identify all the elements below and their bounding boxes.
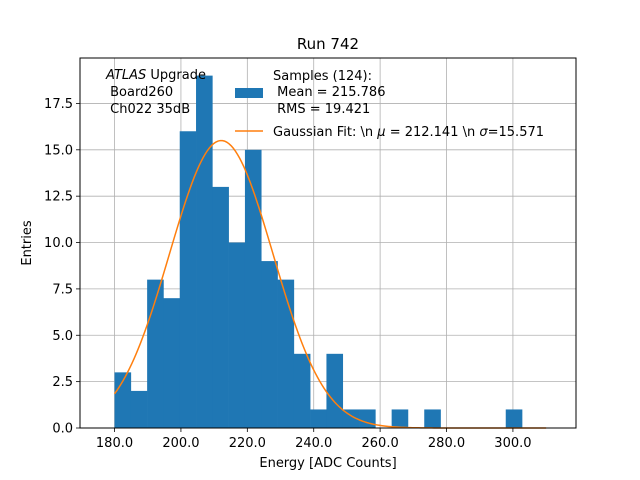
y-ticks: 0.0 2.5 5.0 7.5 10.0 12.5 15.0 17.5 [44, 97, 80, 437]
x-tick-label: 200.0 [162, 436, 199, 451]
legend-samples-line-2: Mean = 215.786 [273, 85, 385, 100]
y-tick-label: 10.0 [44, 236, 73, 251]
plot-frame [79, 57, 577, 429]
histogram-bar [293, 353, 311, 428]
histogram-bar [114, 372, 132, 428]
legend: Samples (124): Mean = 215.786 RMS = 19.4… [235, 69, 544, 140]
histogram-bar [179, 131, 197, 428]
annotation-atlas: ATLAS [105, 68, 146, 83]
histogram-bar [424, 409, 441, 428]
annotation-board: Board260 [106, 85, 173, 100]
x-ticks: 180.0 200.0 220.0 240.0 260.0 280.0 300.0 [96, 428, 532, 451]
histogram-bar [391, 409, 409, 428]
annotation-channel: Ch022 35dB [106, 102, 190, 117]
y-tick-label: 17.5 [44, 97, 73, 112]
legend-samples-line-1: Samples (124): [273, 69, 372, 84]
histogram-bar [359, 409, 376, 428]
legend-swatch-samples [235, 88, 263, 98]
atlas-annotation: ATLAS Upgrade Board260 Ch022 35dB [105, 68, 206, 117]
y-axis-label: Entries [20, 220, 35, 266]
y-tick-label: 0.0 [52, 422, 73, 437]
x-tick-label: 180.0 [96, 436, 133, 451]
y-tick-label: 12.5 [44, 190, 73, 205]
histogram-bar [326, 353, 344, 428]
legend-samples-line-3: RMS = 19.421 [273, 102, 370, 117]
x-tick-label: 260.0 [362, 436, 399, 451]
x-tick-label: 280.0 [428, 436, 465, 451]
histogram-bar [212, 186, 229, 428]
histogram-bar [342, 409, 360, 428]
histogram-bar [163, 298, 181, 428]
histogram-bar [310, 409, 327, 428]
histogram-bar [228, 242, 246, 428]
annotation-upgrade: Upgrade [146, 68, 206, 83]
y-tick-label: 2.5 [52, 375, 73, 390]
histogram-bar [277, 279, 295, 428]
bars-layer [114, 75, 523, 428]
histogram-bar [261, 261, 278, 428]
histogram-bar [505, 409, 523, 428]
legend-fit-label: Gaussian Fit: \n μ = 212.141 \n σ=15.571 [273, 125, 544, 140]
y-tick-label: 5.0 [52, 329, 73, 344]
x-tick-label: 300.0 [494, 436, 531, 451]
x-axis-label: Energy [ADC Counts] [259, 456, 396, 471]
y-tick-label: 15.0 [44, 143, 73, 158]
histogram-bar [196, 75, 213, 428]
annotation-line-1: ATLAS Upgrade [105, 68, 206, 83]
y-tick-label: 7.5 [52, 282, 73, 297]
x-tick-label: 240.0 [295, 436, 332, 451]
x-tick-label: 220.0 [229, 436, 266, 451]
chart-title: Run 742 [297, 35, 359, 53]
histogram-bar [147, 279, 164, 428]
histogram-bar [244, 149, 262, 428]
histogram-bar [130, 390, 148, 428]
